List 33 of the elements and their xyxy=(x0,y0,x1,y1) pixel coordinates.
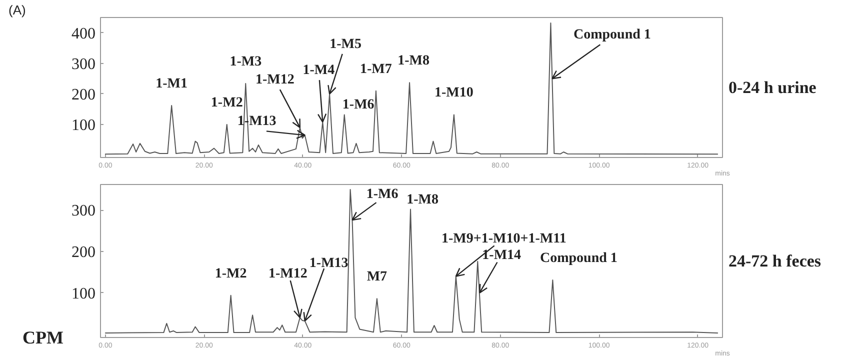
annotation: 1-M13 xyxy=(309,256,348,271)
line-series xyxy=(104,22,718,155)
annotation: 1-M12 xyxy=(268,266,308,282)
annotation: M7 xyxy=(366,270,388,285)
annotation: 1-M3 xyxy=(230,54,262,70)
annotation: 1-M14 xyxy=(482,248,522,263)
annotation: Compound 1 xyxy=(540,251,618,266)
text: 24-72 h feces xyxy=(728,252,822,270)
text: 0-24 h urine xyxy=(728,78,817,97)
y-axis-title: CPM xyxy=(22,328,64,348)
annotation: 1-M2 xyxy=(214,266,247,282)
annotation: 1-M6 xyxy=(366,187,398,202)
y-tick-label: 100 xyxy=(72,285,96,302)
annotation: 1-M6 xyxy=(342,98,374,113)
text: (A) xyxy=(8,2,26,18)
annotation: 1-M8 xyxy=(398,54,430,69)
y-tick-label: 300 xyxy=(72,202,96,220)
y-tick-label: 300 xyxy=(72,56,96,73)
annotation: 1-M1 xyxy=(156,76,188,92)
annotation: 1-M7 xyxy=(360,62,392,77)
y-tick-label: 200 xyxy=(72,86,96,104)
y-tick-label: 100 xyxy=(72,116,96,134)
line-series xyxy=(104,188,718,334)
annotation: 1-M10 xyxy=(434,86,474,101)
y-tick-label: 200 xyxy=(72,244,96,261)
annotation: 1-M2 xyxy=(210,95,243,110)
annotation: 1-M12 xyxy=(255,72,294,88)
annotation: 1-M4 xyxy=(302,63,335,78)
annotation: 1-M5 xyxy=(330,36,362,52)
annotation: Compound 1 xyxy=(573,28,651,43)
annotation: 1-M8 xyxy=(406,192,438,208)
annotation: 1-M9+1-M10+1-M11 xyxy=(442,231,566,246)
y-tick-label: 400 xyxy=(72,25,96,42)
